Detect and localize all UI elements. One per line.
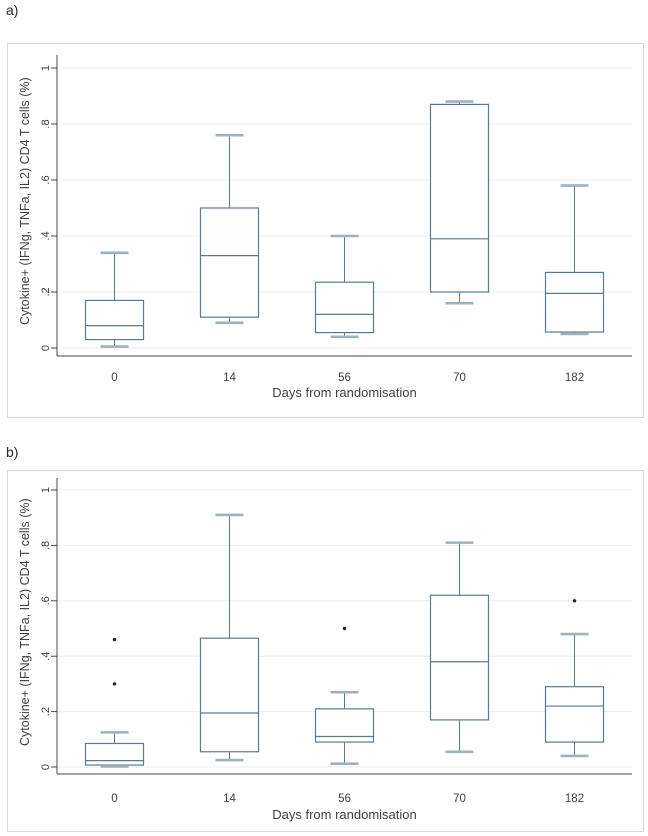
x-category-label: 70	[453, 372, 466, 384]
outlier-dot	[112, 637, 117, 642]
iqr-box	[199, 637, 260, 753]
boxplot-chart-a: 0 .2 .4 .6 .8 1 0 14 56 70 182	[40, 55, 632, 384]
y-tick-label: 0	[40, 345, 52, 351]
x-category-label: 56	[338, 793, 351, 805]
outlier-dot	[112, 682, 117, 686]
y-tick-label: .8	[40, 119, 52, 128]
iqr-box	[429, 103, 490, 293]
y-tick-label: 1	[40, 65, 52, 71]
box-group-a-day-70	[429, 100, 490, 305]
outlier-dot	[572, 599, 577, 603]
y-tick-label: 1	[40, 487, 52, 493]
y-tick-label: .4	[40, 231, 52, 240]
y-tick-label: 0	[40, 764, 52, 770]
box-group-b-day-14	[199, 513, 260, 762]
iqr-box	[199, 207, 260, 318]
iqr-box	[544, 271, 605, 333]
x-category-label: 14	[223, 372, 236, 384]
y-tick-label: .2	[40, 287, 52, 296]
y-axis-title-a: Cytokine+ (IFNg, TNFa, IL2) CD4 T cells …	[18, 77, 32, 326]
x-category-label: 182	[565, 793, 584, 805]
y-axis-title-b: Cytokine+ (IFNg, TNFa, IL2) CD4 T cells …	[18, 498, 32, 747]
x-axis-title-a: Days from randomisation	[272, 385, 417, 400]
box-group-a-day-56	[314, 234, 375, 339]
y-tick-label: .6	[40, 175, 52, 184]
y-tick-label: .2	[40, 707, 52, 716]
x-category-label: 14	[223, 793, 236, 805]
box-group-a-day-182	[544, 184, 605, 336]
x-category-label: 0	[111, 372, 117, 384]
y-tick-label: .8	[40, 541, 52, 550]
x-category-label: 0	[111, 793, 117, 805]
x-category-label: 182	[565, 372, 584, 384]
y-tick-label: .4	[40, 652, 52, 661]
x-category-label: 56	[338, 372, 351, 384]
box-group-a-day-14	[199, 133, 260, 325]
iqr-box	[429, 594, 490, 721]
iqr-box	[84, 299, 145, 341]
figure-panel-a: 0 .2 .4 .6 .8 1 0 14 56 70 182 Cytokine+ (IFNg, TN…	[7, 43, 644, 418]
outlier-dot	[342, 626, 347, 631]
iqr-box	[314, 281, 375, 334]
box-group-b-day-182	[544, 599, 605, 758]
box-group-a-day-0	[84, 251, 145, 348]
iqr-box	[544, 686, 605, 743]
iqr-box	[84, 742, 145, 766]
panel-b-label: b)	[6, 444, 19, 460]
box-group-b-day-0	[84, 637, 145, 768]
box-group-b-day-70	[429, 541, 490, 754]
x-axis-title-b: Days from randomisation	[272, 807, 417, 822]
box-group-b-day-56	[314, 626, 375, 765]
figure-panel-b: 0 .2 .4 .6 .8 1 0 14 56 70 182 Cytokine+ (IFNg, TN…	[7, 470, 644, 832]
boxplot-chart-b: 0 .2 .4 .6 .8 1 0 14 56 70 182	[40, 478, 632, 805]
panel-a-label: a)	[6, 2, 19, 18]
x-category-label: 70	[453, 793, 466, 805]
y-tick-label: .6	[40, 596, 52, 605]
